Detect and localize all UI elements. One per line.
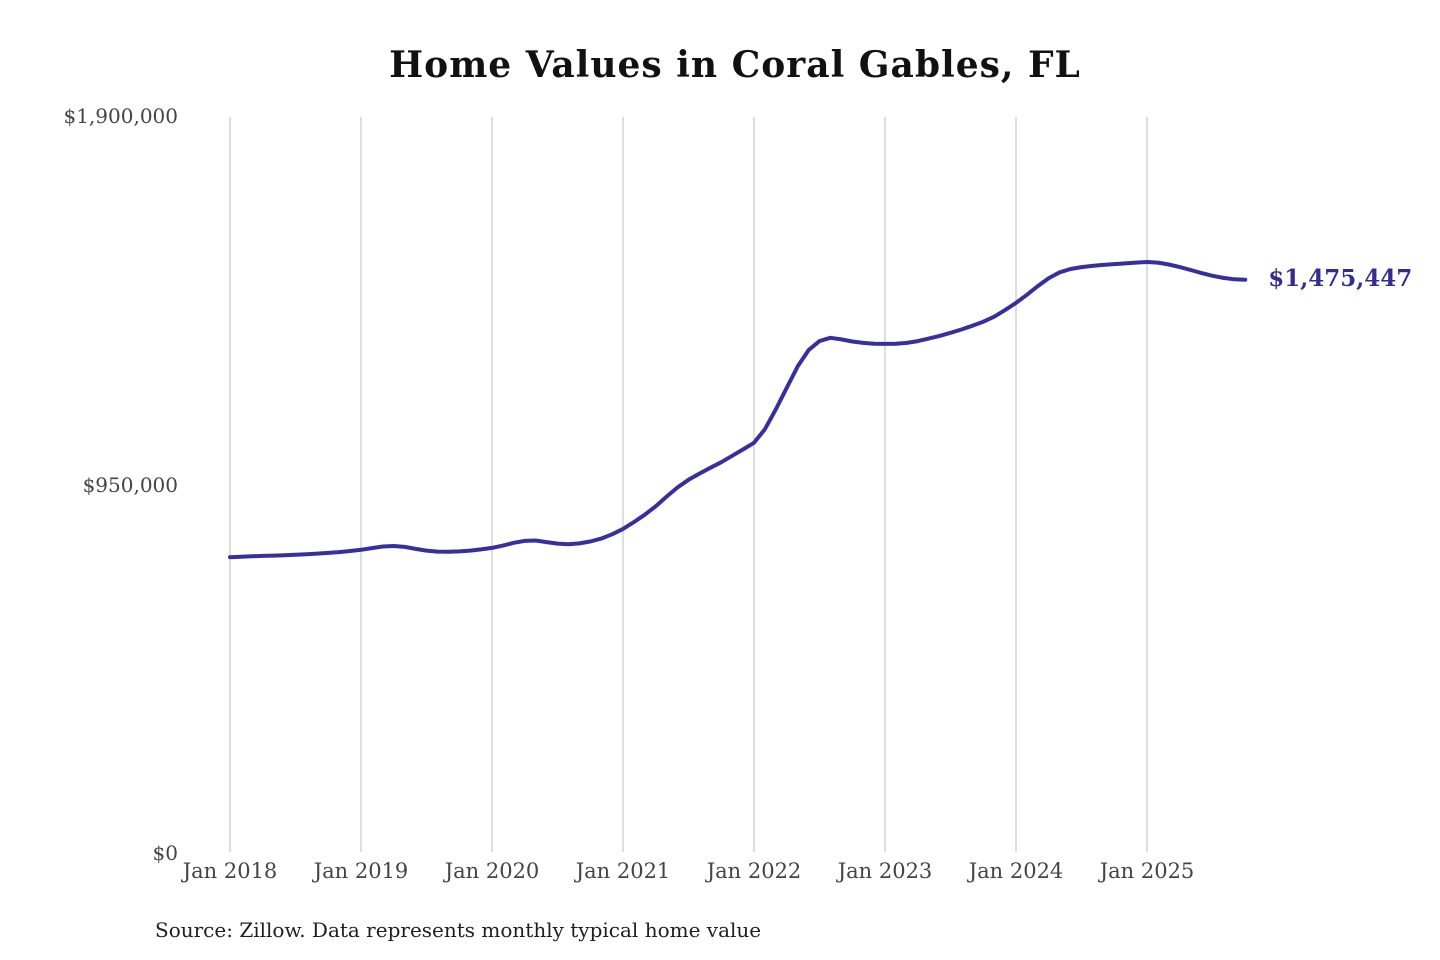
home-value-line [228,260,1248,560]
y-tick-label: $1,900,000 [63,104,178,128]
y-tick-label: $950,000 [82,472,178,497]
x-tick-label: Jan 2024 [968,859,1064,883]
x-tick-label: Jan 2022 [706,859,802,883]
chart-title: Home Values in Coral Gables, FL [389,44,1081,86]
series-end-value-label: $1,475,447 [1268,264,1413,292]
x-tick-label: Jan 2019 [313,859,409,883]
y-tick-label: $0 [152,841,178,865]
x-tick-label: Jan 2021 [575,859,671,883]
x-tick-label: Jan 2025 [1099,859,1195,883]
gridlines [229,117,1148,852]
x-tick-label: Jan 2023 [837,859,933,883]
x-tick-label: Jan 2018 [182,859,278,883]
x-tick-label: Jan 2020 [444,859,540,883]
source-note: Source: Zillow. Data represents monthly … [155,918,762,942]
